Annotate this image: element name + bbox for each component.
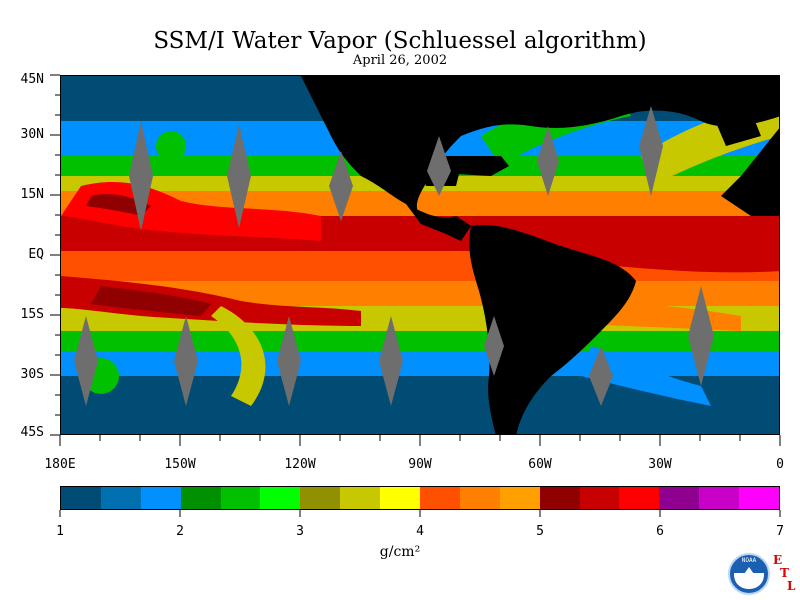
colorbar-label-7: 7 — [776, 524, 784, 539]
colorbar-swatch-12 — [499, 487, 540, 509]
caribbean-islands — [441, 156, 509, 176]
swath-gap-8 — [174, 316, 198, 406]
map-subtitle: April 26, 2002 — [352, 53, 448, 68]
swath-gap-11 — [484, 316, 504, 376]
lat-label-15s: 15S — [20, 307, 44, 322]
lat-label-30n: 30N — [20, 127, 44, 142]
north-america-landmass — [301, 76, 779, 216]
lat-label-45s: 45S — [20, 425, 44, 440]
swath-gap-1 — [129, 121, 153, 231]
itcz-atlantic — [561, 226, 779, 273]
colorbar-swatch-18 — [739, 487, 780, 509]
colorbar-swatch-15 — [619, 487, 660, 509]
lon-label-60w: 60W — [528, 457, 552, 472]
noaa-logo-text: NOAA — [741, 557, 757, 564]
plume-yellow-south — [211, 306, 266, 406]
north-pacific-green-blob — [156, 131, 186, 161]
lab-letter-l: L — [787, 579, 796, 593]
spcz-red — [61, 276, 361, 326]
lat-label-45n: 45N — [20, 72, 44, 87]
colorbar-swatch-17 — [699, 487, 740, 509]
south-america-landmass — [469, 225, 636, 434]
swath-gap-5 — [537, 126, 559, 196]
central-america-landmass — [406, 204, 471, 241]
noaa-wave-icon — [734, 573, 764, 589]
swath-gap-4 — [427, 136, 451, 196]
swath-gap-6 — [639, 106, 663, 196]
noaa-logo: NOAA — [728, 553, 770, 595]
colorbar-swatch-6 — [260, 487, 301, 509]
colorbar-label-1: 1 — [56, 524, 64, 539]
swath-gap-7 — [74, 316, 98, 406]
map-title: SSM/I Water Vapor (Schluessel algorithm) — [153, 28, 647, 54]
lon-label-150w: 150W — [164, 457, 196, 472]
lab-letter-e: E — [773, 553, 783, 567]
colorbar-swatch-8 — [340, 487, 381, 509]
colorbar-label-5: 5 — [536, 524, 544, 539]
swath-gap-3 — [329, 151, 353, 221]
lon-label-90w: 90W — [408, 457, 432, 472]
lon-label-120w: 120W — [284, 457, 316, 472]
colorbar-label-6: 6 — [656, 524, 664, 539]
africa-landmass — [721, 128, 779, 216]
north-africa-coast — [711, 111, 761, 146]
swath-gap-9 — [277, 316, 301, 406]
colorbar-unit-label: g/cm² — [379, 544, 421, 560]
colorbar-swatch-16 — [659, 487, 700, 509]
swath-gap-13 — [688, 286, 714, 386]
colorbar-swatch-13 — [539, 487, 580, 509]
colorbar-swatch-10 — [420, 487, 460, 509]
lon-label-180e: 180E — [44, 457, 76, 472]
lon-label-30w: 30W — [648, 457, 672, 472]
colorbar-label-3: 3 — [296, 524, 304, 539]
colorbar-swatch-5 — [220, 487, 261, 509]
colorbar-swatch-14 — [579, 487, 620, 509]
colorbar-label-4: 4 — [416, 524, 424, 539]
noaa-bird-icon — [742, 567, 756, 577]
lab-letter-t: T — [780, 566, 789, 580]
colorbar-swatch-9 — [380, 487, 421, 509]
lat-label-30s: 30S — [20, 367, 44, 382]
south-atlantic-blue — [581, 346, 711, 406]
swath-gap-2 — [227, 124, 251, 228]
colorbar-label-2: 2 — [176, 524, 184, 539]
lon-label-0: 0 — [776, 457, 784, 472]
colorbar — [60, 486, 780, 510]
colorbar-swatch-2 — [100, 487, 141, 509]
swath-gap-12 — [589, 346, 613, 406]
lat-label-15n: 15N — [20, 187, 44, 202]
colorbar-swatch-1 — [61, 487, 101, 509]
colorbar-swatch-7 — [300, 487, 341, 509]
colorbar-swatch-3 — [140, 487, 181, 509]
lat-label-eq: EQ — [28, 247, 44, 262]
water-vapor-map — [60, 75, 780, 435]
swath-gap-10 — [379, 316, 403, 406]
spcz-deep-red — [91, 286, 211, 316]
colorbar-swatch-4 — [180, 487, 221, 509]
water-vapor-map-canvas — [61, 76, 779, 434]
colorbar-swatch-11 — [459, 487, 500, 509]
